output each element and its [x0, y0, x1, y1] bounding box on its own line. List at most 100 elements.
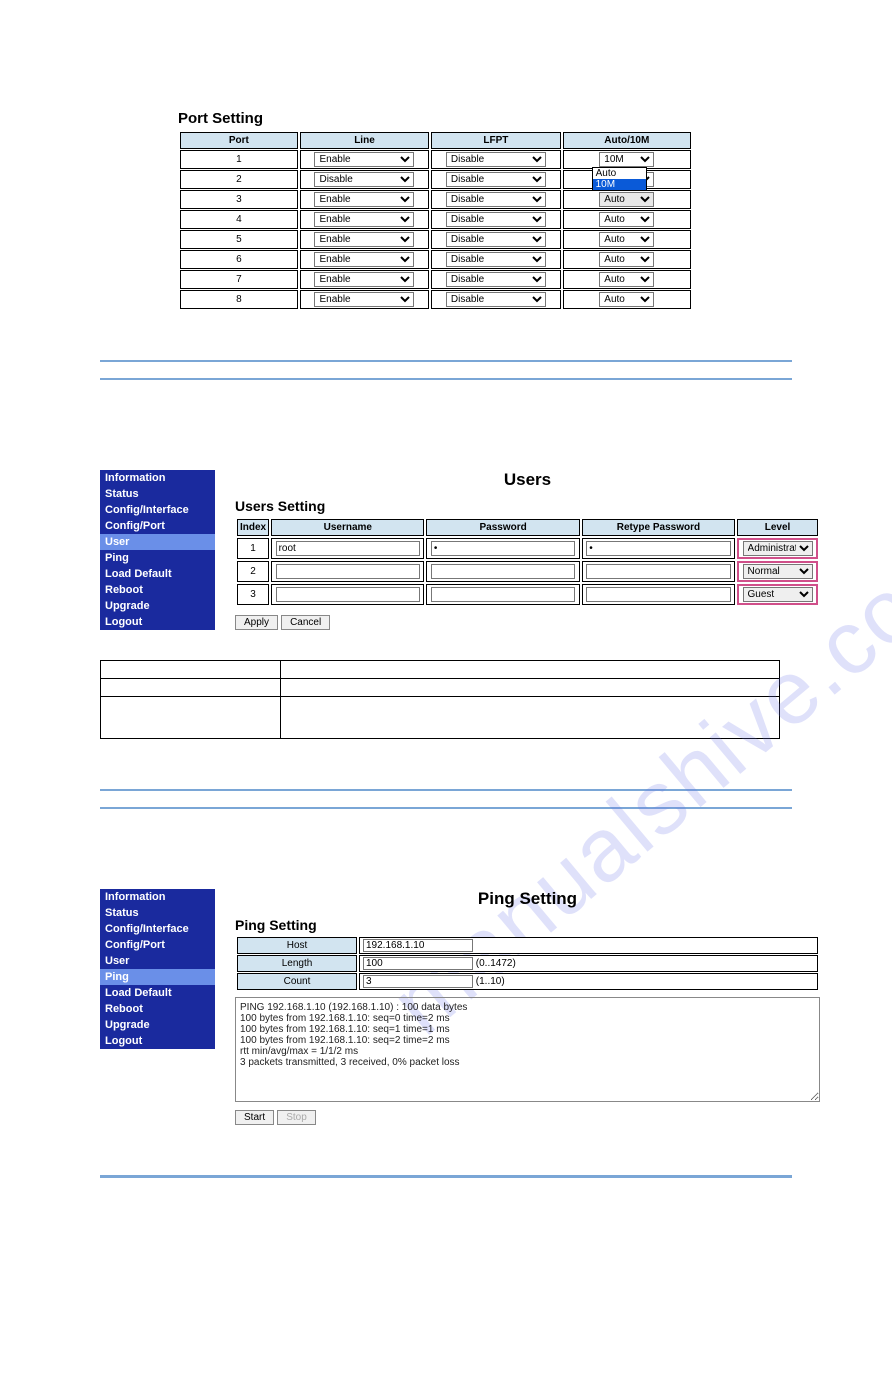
- users-section-title: Users Setting: [235, 498, 820, 514]
- description-table: [100, 660, 780, 739]
- port-number: 7: [180, 270, 298, 289]
- users-col-level: Level: [737, 519, 818, 536]
- sidebar-item-ping[interactable]: Ping: [100, 550, 215, 566]
- password-input[interactable]: [586, 587, 730, 602]
- users-col-password: Password: [426, 519, 579, 536]
- auto-select[interactable]: Auto10M: [599, 232, 654, 247]
- password-input[interactable]: [431, 564, 575, 579]
- port-number: 8: [180, 290, 298, 309]
- port-setting-title: Port Setting: [178, 110, 693, 127]
- start-button[interactable]: Start: [235, 1110, 274, 1125]
- dropdown-option[interactable]: 10M: [593, 179, 646, 190]
- sidebar-item-status[interactable]: Status: [100, 486, 215, 502]
- line-lfpt-select[interactable]: EnableDisable: [314, 252, 414, 267]
- ping-output: PING 192.168.1.10 (192.168.1.10) : 100 d…: [235, 997, 820, 1102]
- length-range: (0..1472): [476, 958, 516, 969]
- count-label: Count: [237, 973, 357, 990]
- password-input[interactable]: [431, 541, 575, 556]
- line-lfpt-select[interactable]: EnableDisable: [446, 232, 546, 247]
- line-lfpt-select[interactable]: EnableDisable: [446, 172, 546, 187]
- sidebar-item-config-interface[interactable]: Config/Interface: [100, 921, 215, 937]
- sidebar-item-upgrade[interactable]: Upgrade: [100, 598, 215, 614]
- sidebar-item-status[interactable]: Status: [100, 905, 215, 921]
- auto-dropdown-open[interactable]: Auto10M: [592, 167, 647, 191]
- port-col-auto: Auto/10M: [563, 132, 691, 149]
- users-sidebar: InformationStatusConfig/InterfaceConfig/…: [100, 470, 215, 630]
- sidebar-item-config-interface[interactable]: Config/Interface: [100, 502, 215, 518]
- password-input[interactable]: [431, 587, 575, 602]
- port-number: 1: [180, 150, 298, 169]
- auto-select[interactable]: Auto10M: [599, 192, 654, 207]
- line-lfpt-select[interactable]: EnableDisable: [446, 272, 546, 287]
- length-label: Length: [237, 955, 357, 972]
- auto-select[interactable]: Auto10M: [599, 252, 654, 267]
- auto-select[interactable]: Auto10M: [599, 272, 654, 287]
- line-lfpt-select[interactable]: EnableDisable: [446, 152, 546, 167]
- sidebar-item-user[interactable]: User: [100, 534, 215, 550]
- level-select[interactable]: AdministratorNormalGuest: [743, 541, 813, 556]
- sidebar-item-user[interactable]: User: [100, 953, 215, 969]
- line-lfpt-select[interactable]: EnableDisable: [314, 292, 414, 307]
- port-col-line: Line: [300, 132, 429, 149]
- divider-bar-2: [100, 789, 792, 809]
- sidebar-item-load-default[interactable]: Load Default: [100, 566, 215, 582]
- line-lfpt-select[interactable]: EnableDisable: [314, 152, 414, 167]
- line-lfpt-select[interactable]: EnableDisable: [314, 212, 414, 227]
- sidebar-item-information[interactable]: Information: [100, 470, 215, 486]
- host-label: Host: [237, 937, 357, 954]
- line-lfpt-select[interactable]: EnableDisable: [314, 192, 414, 207]
- username-input[interactable]: [276, 564, 420, 579]
- line-lfpt-select[interactable]: EnableDisable: [314, 172, 414, 187]
- host-input[interactable]: [363, 939, 473, 952]
- stop-button[interactable]: Stop: [277, 1110, 316, 1125]
- level-select[interactable]: AdministratorNormalGuest: [743, 587, 813, 602]
- auto-select[interactable]: Auto10M: [599, 212, 654, 227]
- port-setting-panel: Port Setting Port Line LFPT Auto/10M 1 En…: [178, 110, 693, 310]
- port-number: 2: [180, 170, 298, 189]
- users-col-retype: Retype Password: [582, 519, 735, 536]
- line-lfpt-select[interactable]: EnableDisable: [446, 212, 546, 227]
- users-col-index: Index: [237, 519, 269, 536]
- username-input[interactable]: [276, 587, 420, 602]
- sidebar-item-config-port[interactable]: Config/Port: [100, 937, 215, 953]
- sidebar-item-reboot[interactable]: Reboot: [100, 582, 215, 598]
- sidebar-item-logout[interactable]: Logout: [100, 1033, 215, 1049]
- password-input[interactable]: [586, 564, 730, 579]
- count-input[interactable]: [363, 975, 473, 988]
- line-lfpt-select[interactable]: EnableDisable: [314, 232, 414, 247]
- sidebar-item-reboot[interactable]: Reboot: [100, 1001, 215, 1017]
- dropdown-option[interactable]: Auto: [593, 168, 646, 179]
- sidebar-item-load-default[interactable]: Load Default: [100, 985, 215, 1001]
- line-lfpt-select[interactable]: EnableDisable: [446, 252, 546, 267]
- user-index: 1: [237, 538, 269, 559]
- sidebar-item-logout[interactable]: Logout: [100, 614, 215, 630]
- line-lfpt-select[interactable]: EnableDisable: [446, 192, 546, 207]
- user-index: 3: [237, 584, 269, 605]
- cancel-button[interactable]: Cancel: [281, 615, 330, 630]
- line-lfpt-select[interactable]: EnableDisable: [446, 292, 546, 307]
- password-input[interactable]: [586, 541, 730, 556]
- sidebar-item-ping[interactable]: Ping: [100, 969, 215, 985]
- auto-select[interactable]: Auto10M: [599, 152, 654, 167]
- ping-form-table: Host Length (0..1472) Count (1..10): [235, 936, 820, 991]
- divider-bar: [100, 360, 792, 380]
- port-number: 5: [180, 230, 298, 249]
- auto-select[interactable]: Auto10M: [599, 292, 654, 307]
- ping-sidebar: InformationStatusConfig/InterfaceConfig/…: [100, 889, 215, 1049]
- users-panel: InformationStatusConfig/InterfaceConfig/…: [100, 470, 820, 630]
- sidebar-item-information[interactable]: Information: [100, 889, 215, 905]
- sidebar-item-config-port[interactable]: Config/Port: [100, 518, 215, 534]
- username-input[interactable]: [276, 541, 420, 556]
- sidebar-item-upgrade[interactable]: Upgrade: [100, 1017, 215, 1033]
- users-table: Index Username Password Retype Password …: [235, 517, 820, 607]
- length-input[interactable]: [363, 957, 473, 970]
- level-select[interactable]: AdministratorNormalGuest: [743, 564, 813, 579]
- apply-button[interactable]: Apply: [235, 615, 278, 630]
- port-col-port: Port: [180, 132, 298, 149]
- bottom-divider: [100, 1175, 792, 1178]
- port-number: 4: [180, 210, 298, 229]
- ping-panel: InformationStatusConfig/InterfaceConfig/…: [100, 889, 820, 1125]
- line-lfpt-select[interactable]: EnableDisable: [314, 272, 414, 287]
- port-col-lfpt: LFPT: [431, 132, 560, 149]
- count-range: (1..10): [476, 976, 505, 987]
